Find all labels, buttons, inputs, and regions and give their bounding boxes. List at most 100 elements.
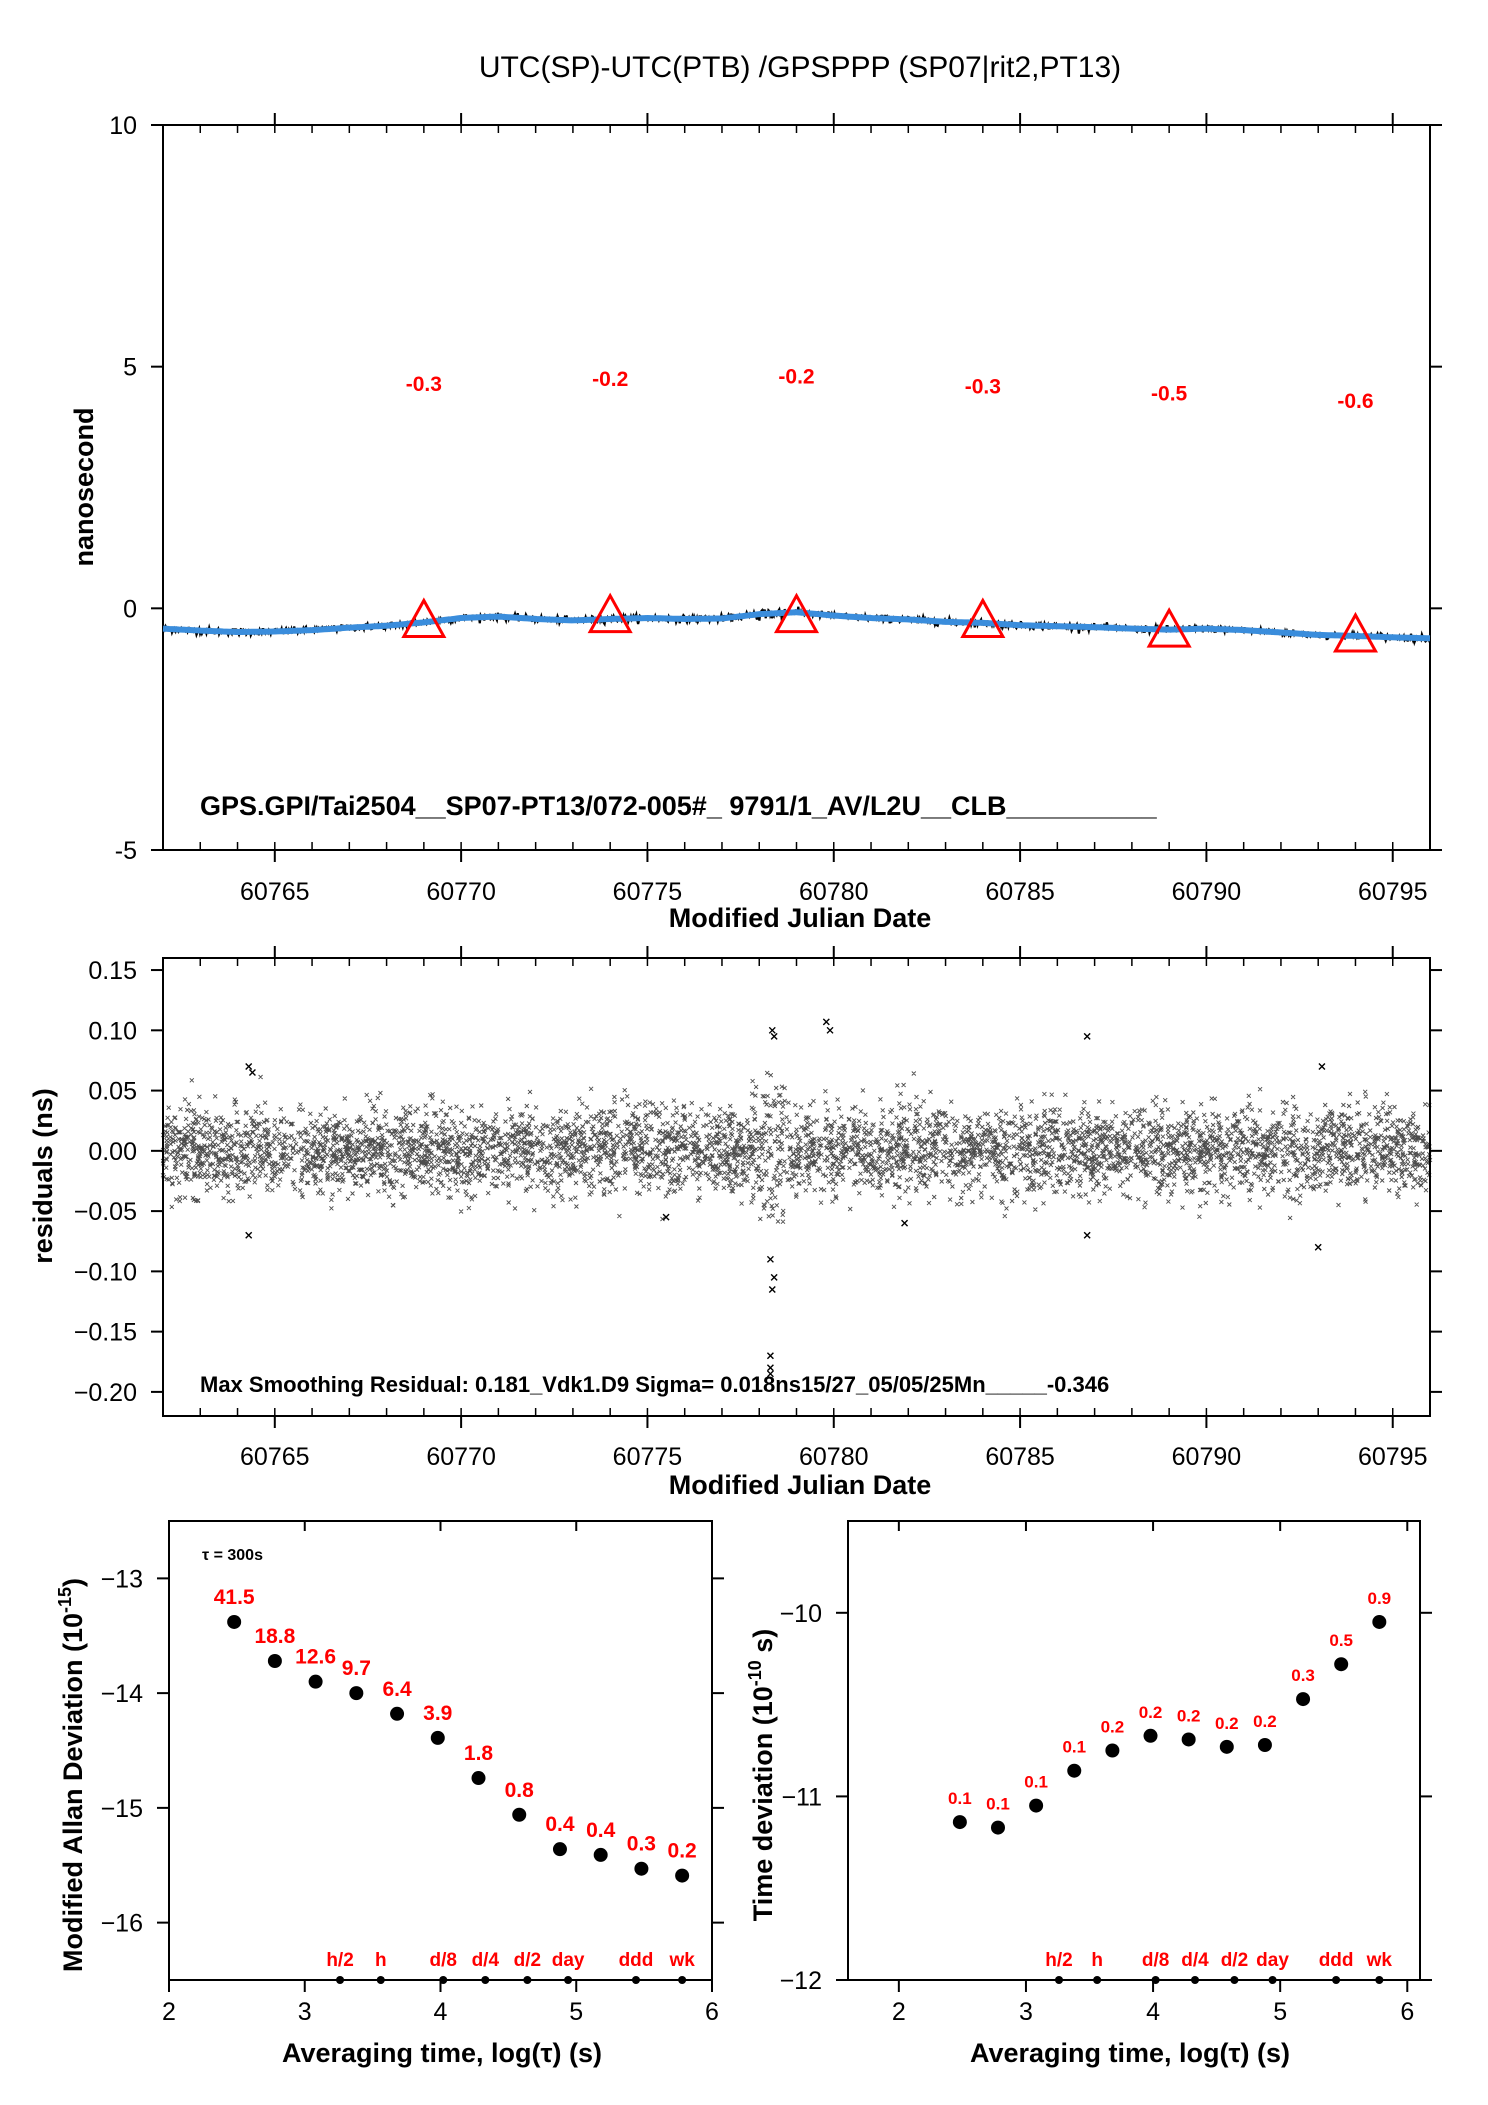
mdev-time-marker-dot	[564, 1976, 573, 1984]
tdev-time-marker-dot	[1055, 1976, 1064, 1984]
mdev-y-tick-label: −13	[101, 1565, 143, 1593]
tdev-time-marker-dot	[1375, 1976, 1384, 1984]
tdev-time-marker-label: wk	[1366, 1950, 1393, 1971]
main-annotation: GPS.GPI/Tai2504__SP07-PT13/072-005#_ 979…	[200, 791, 1158, 821]
tdev-time-marker-dot	[1230, 1976, 1239, 1984]
residuals-y-tick-label: −0.20	[74, 1379, 137, 1407]
residuals-outlier-point	[1083, 1032, 1091, 1040]
mdev-data-label: 3.9	[423, 1702, 452, 1725]
mdev-time-marker-dot	[439, 1976, 448, 1984]
tdev-data-label: 0.2	[1253, 1712, 1277, 1731]
tdev-data-label: 0.9	[1368, 1589, 1392, 1608]
tau0-annotation: τ = 300s	[202, 1547, 263, 1564]
tdev-time-marker-label: h/2	[1045, 1950, 1072, 1971]
tdev-data-label: 0.1	[1062, 1738, 1086, 1757]
main-marker-label: -0.2	[592, 368, 628, 391]
residuals-x-axis-label: Modified Julian Date	[669, 1470, 932, 1500]
tdev-data-label: 0.1	[948, 1789, 972, 1808]
residuals-outlier-point	[768, 1026, 776, 1034]
mdev-y-axis-label: Modified Allan Deviation (10-15)	[55, 1578, 88, 1972]
mdev-data-point	[471, 1771, 486, 1786]
tdev-data-point	[952, 1815, 967, 1830]
mdev-time-marker-label: day	[552, 1950, 585, 1971]
residuals-y-tick-label: −0.05	[74, 1198, 137, 1226]
main-x-tick-label: 60775	[613, 878, 683, 906]
mdev-data-point	[675, 1868, 690, 1883]
tdev-plot-frame	[847, 1520, 1421, 1981]
tdev-time-marker-dot	[1268, 1976, 1277, 1984]
tdev-x-tick-label: 3	[1019, 1998, 1033, 2026]
residuals-outlier-point	[1083, 1231, 1091, 1239]
residuals-y-axis-label: residuals (ns)	[28, 1088, 58, 1264]
modified-allan-deviation-panel: 2 3 4 5 6 −16 −15 −14 −13 41.5 18.812.6 9.7 6.4 3.9 1.…	[101, 1520, 724, 2026]
main-triangle-marker	[960, 597, 1006, 639]
tdev-data-point	[1257, 1737, 1272, 1752]
main-x-tick-label: 60785	[985, 878, 1055, 906]
main-triangle-marker	[587, 592, 633, 634]
mdev-time-marker-dot	[336, 1976, 345, 1984]
mdev-data-point	[512, 1807, 527, 1822]
mdev-x-tick-label: 3	[298, 1998, 312, 2026]
mdev-time-marker-label: h/2	[326, 1950, 353, 1971]
residuals-outlier-point	[766, 1364, 774, 1372]
residuals-y-tick-label: −0.15	[74, 1319, 137, 1347]
residuals-scatter-points	[160, 1070, 1433, 1225]
tdev-data-point	[1029, 1798, 1044, 1813]
mdev-y-tick-label: −15	[101, 1795, 143, 1823]
tdev-time-marker-dot	[1093, 1976, 1102, 1984]
mdev-data-label: 6.4	[382, 1678, 412, 1701]
mdev-data-point	[349, 1686, 364, 1701]
tdev-x-tick-label: 5	[1273, 1998, 1287, 2026]
main-y-tick-label: 10	[109, 112, 137, 140]
tdev-data-point	[990, 1820, 1005, 1835]
mdev-time-marker-dot	[678, 1976, 687, 1984]
mdev-data-label: 1.8	[464, 1742, 494, 1765]
tdev-y-tick-label: −12	[780, 1967, 822, 1995]
tdev-x-tick-label: 2	[892, 1998, 906, 2026]
main-triangle-marker	[1332, 611, 1379, 653]
tdev-x-tick-label: 4	[1146, 1998, 1160, 2026]
residuals-outlier-point	[248, 1069, 256, 1076]
residuals-outlier-point	[822, 1018, 830, 1026]
time-deviation-panel: 2 3 4 5 6 −12 −11 −10 0.1 0.1 0.1 0.1 0.2 0.2 0.2 0.2 0.…	[780, 1520, 1432, 2026]
mdev-x-tick-label: 4	[434, 1998, 448, 2026]
main-y-axis-label: nanosecond	[69, 407, 99, 566]
mdev-x-axis-label: Averaging time, log(τ) (s)	[282, 2038, 602, 2068]
tdev-time-marker-label: h	[1091, 1950, 1103, 1971]
residuals-outlier-point	[770, 1032, 778, 1040]
mdev-data-point	[430, 1730, 445, 1745]
tdev-data-label: 0.1	[1024, 1773, 1048, 1792]
main-triangle-marker	[401, 597, 447, 639]
tdev-data-label: 0.2	[1139, 1703, 1163, 1722]
tdev-time-marker-label: ddd	[1319, 1950, 1354, 1971]
residuals-outlier-point	[766, 1370, 774, 1378]
main-x-tick-label: 60795	[1358, 878, 1428, 906]
tdev-x-axis-label: Averaging time, log(τ) (s)	[970, 2038, 1290, 2068]
figure-title: UTC(SP)-UTC(PTB) /GPSPPP (SP07|rit2,PT13…	[479, 51, 1121, 84]
tdev-time-marker-label: d/4	[1181, 1950, 1209, 1971]
tdev-data-label: 0.1	[986, 1795, 1010, 1814]
main-x-tick-label: 60765	[240, 878, 310, 906]
tdev-data-label: 0.2	[1215, 1714, 1239, 1733]
mdev-data-label: 18.8	[254, 1625, 295, 1648]
mdev-data-label: 0.2	[668, 1840, 697, 1863]
residuals-outlier-point	[826, 1026, 834, 1034]
mdev-data-point	[308, 1674, 323, 1689]
tdev-data-point	[1181, 1732, 1196, 1747]
mdev-time-marker-label: d/8	[429, 1950, 456, 1971]
residuals-outlier-point	[245, 1062, 253, 1070]
mdev-data-point	[390, 1706, 405, 1721]
residuals-outlier-point	[1314, 1243, 1322, 1251]
mdev-time-marker-dot	[631, 1976, 640, 1984]
mdev-y-tick-label: −14	[101, 1680, 144, 1708]
tdev-data-point	[1372, 1614, 1387, 1629]
tdev-data-point	[1143, 1728, 1158, 1743]
residuals-y-tick-label: 0.05	[88, 1078, 137, 1106]
mdev-time-marker-dot	[376, 1976, 385, 1984]
residuals-y-tick-label: 0.00	[88, 1138, 137, 1166]
mdev-data-point	[634, 1861, 649, 1876]
residuals-outlier-point	[901, 1219, 909, 1227]
tdev-data-label: 0.2	[1177, 1706, 1201, 1725]
main-triangle-marker	[1146, 607, 1192, 648]
mdev-x-tick-label: 2	[162, 1998, 176, 2026]
